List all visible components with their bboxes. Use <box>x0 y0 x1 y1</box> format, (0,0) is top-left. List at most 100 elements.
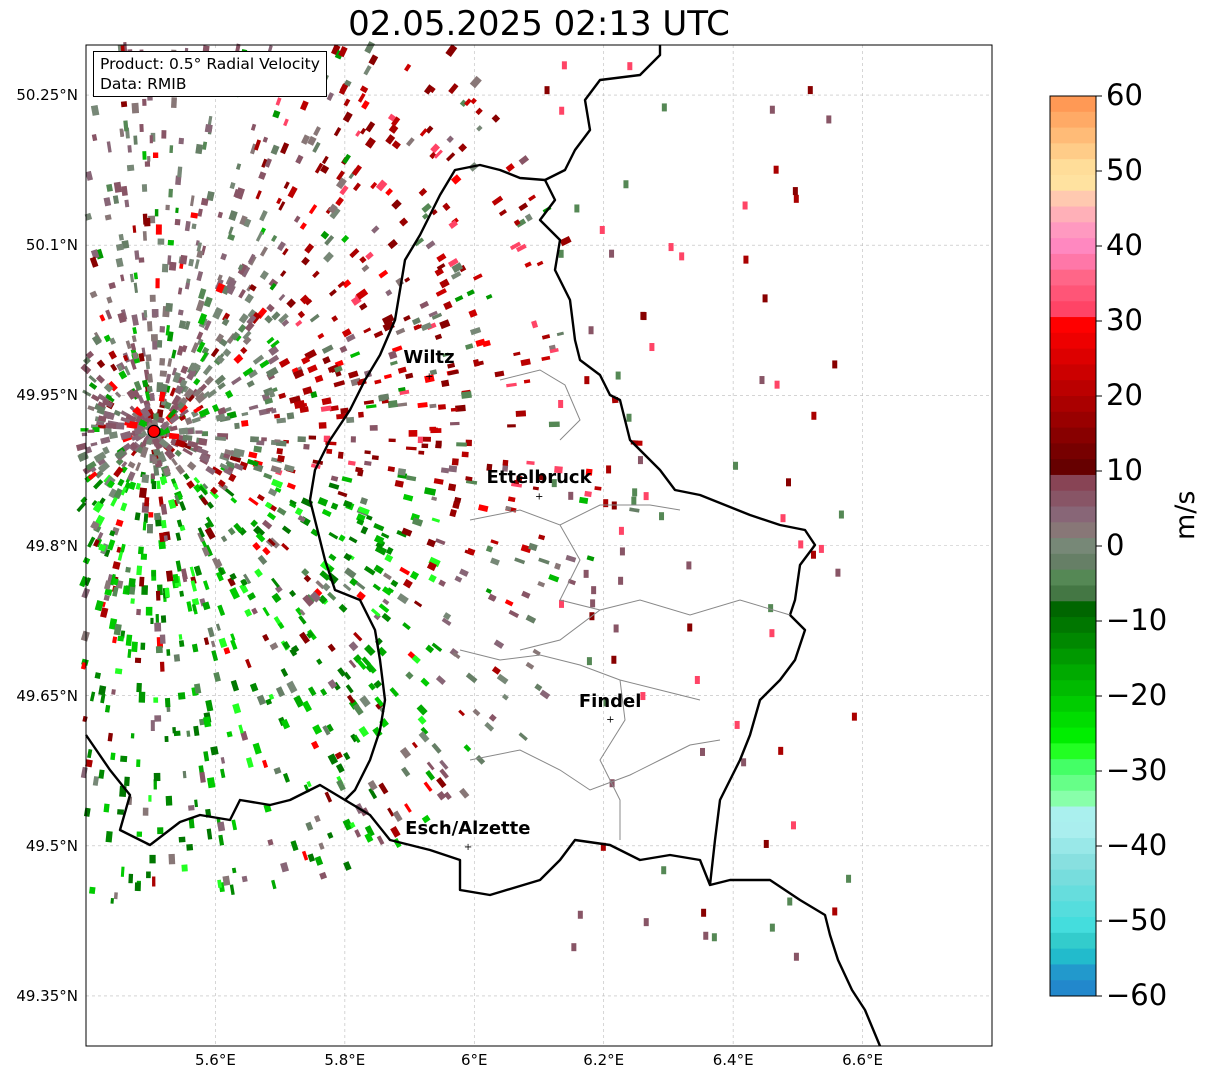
velocity-echo <box>107 380 118 392</box>
velocity-echo <box>449 508 457 518</box>
velocity-echo <box>214 436 227 441</box>
velocity-echo <box>482 339 491 348</box>
velocity-echo <box>272 110 281 119</box>
velocity-echo <box>447 258 459 268</box>
velocity-echo <box>609 249 615 258</box>
velocity-echo <box>640 311 646 320</box>
velocity-echo <box>402 493 414 502</box>
velocity-echo <box>345 333 356 343</box>
velocity-echo <box>468 309 478 318</box>
velocity-echo <box>254 568 263 578</box>
velocity-echo <box>157 827 164 835</box>
velocity-echo <box>140 446 149 458</box>
velocity-echo <box>167 408 177 419</box>
velocity-echo <box>150 720 155 731</box>
colorbar-tick-label: 0 <box>1106 528 1125 562</box>
velocity-echo <box>320 164 330 174</box>
velocity-echo <box>333 127 342 137</box>
velocity-echo <box>107 732 113 742</box>
velocity-echo <box>204 527 216 540</box>
velocity-echo <box>93 539 100 548</box>
velocity-echo <box>405 137 415 147</box>
velocity-echo <box>124 199 130 208</box>
velocity-echo <box>176 519 183 528</box>
velocity-echo <box>338 603 348 613</box>
velocity-echo <box>137 546 144 555</box>
velocity-echo <box>632 488 638 497</box>
velocity-echo <box>150 617 154 624</box>
velocity-echo <box>172 726 177 734</box>
velocity-echo <box>167 239 174 246</box>
velocity-echo <box>110 363 118 372</box>
velocity-echo <box>447 483 457 492</box>
velocity-echo <box>780 514 786 523</box>
velocity-echo <box>261 519 273 530</box>
velocity-echo <box>769 923 775 932</box>
velocity-echo <box>275 97 282 106</box>
velocity-echo <box>270 408 277 414</box>
velocity-echo <box>511 482 523 488</box>
colorbar-segment <box>1050 522 1096 539</box>
velocity-echo <box>149 135 153 144</box>
velocity-echo <box>242 367 254 377</box>
velocity-echo <box>846 874 852 883</box>
velocity-echo <box>357 92 366 103</box>
velocity-echo <box>774 380 780 389</box>
velocity-echo <box>266 511 277 521</box>
velocity-echo <box>234 422 240 430</box>
velocity-echo <box>541 355 551 362</box>
velocity-echo <box>337 451 344 459</box>
velocity-echo <box>339 185 349 196</box>
velocity-echo <box>215 413 226 422</box>
velocity-echo <box>431 742 442 754</box>
velocity-echo <box>333 380 346 388</box>
velocity-echo <box>97 415 107 423</box>
colorbar <box>1049 95 1102 997</box>
velocity-echo <box>141 585 149 595</box>
velocity-echo <box>229 884 235 896</box>
velocity-echo <box>89 691 96 702</box>
velocity-echo <box>388 124 399 134</box>
velocity-echo <box>159 383 168 395</box>
velocity-echo <box>360 127 367 135</box>
velocity-echo <box>835 568 841 577</box>
velocity-echo <box>786 478 792 487</box>
velocity-echo <box>128 481 137 490</box>
velocity-echo <box>418 731 430 743</box>
velocity-echo <box>571 943 577 952</box>
velocity-echo <box>551 479 557 488</box>
velocity-echo <box>228 210 238 221</box>
velocity-echo <box>122 354 129 362</box>
velocity-echo <box>280 718 291 730</box>
velocity-echo <box>100 693 106 704</box>
velocity-echo <box>337 667 347 677</box>
velocity-echo <box>251 607 258 615</box>
velocity-echo <box>140 406 151 419</box>
velocity-echo <box>568 491 574 500</box>
velocity-echo <box>99 314 106 322</box>
colorbar-segment <box>1050 964 1096 981</box>
velocity-echo <box>283 118 289 127</box>
velocity-echo <box>147 156 151 162</box>
velocity-echo <box>217 821 226 832</box>
velocity-echo <box>123 365 131 376</box>
velocity-echo <box>509 241 522 251</box>
velocity-echo <box>159 370 168 377</box>
velocity-echo <box>318 594 328 605</box>
colorbar-tick-label: 60 <box>1106 78 1143 112</box>
velocity-echo <box>320 405 332 412</box>
velocity-echo <box>127 145 132 153</box>
velocity-echo <box>426 561 437 572</box>
velocity-echo <box>217 879 223 888</box>
velocity-echo <box>404 277 411 283</box>
velocity-echo <box>382 572 392 581</box>
velocity-echo <box>397 366 407 374</box>
velocity-echo <box>230 633 236 641</box>
velocity-echo <box>364 460 372 466</box>
velocity-echo <box>411 654 421 664</box>
velocity-echo <box>198 437 208 446</box>
velocity-echo <box>494 370 505 378</box>
velocity-echo <box>295 154 304 165</box>
velocity-echo <box>144 497 150 507</box>
velocity-echo <box>154 715 162 722</box>
